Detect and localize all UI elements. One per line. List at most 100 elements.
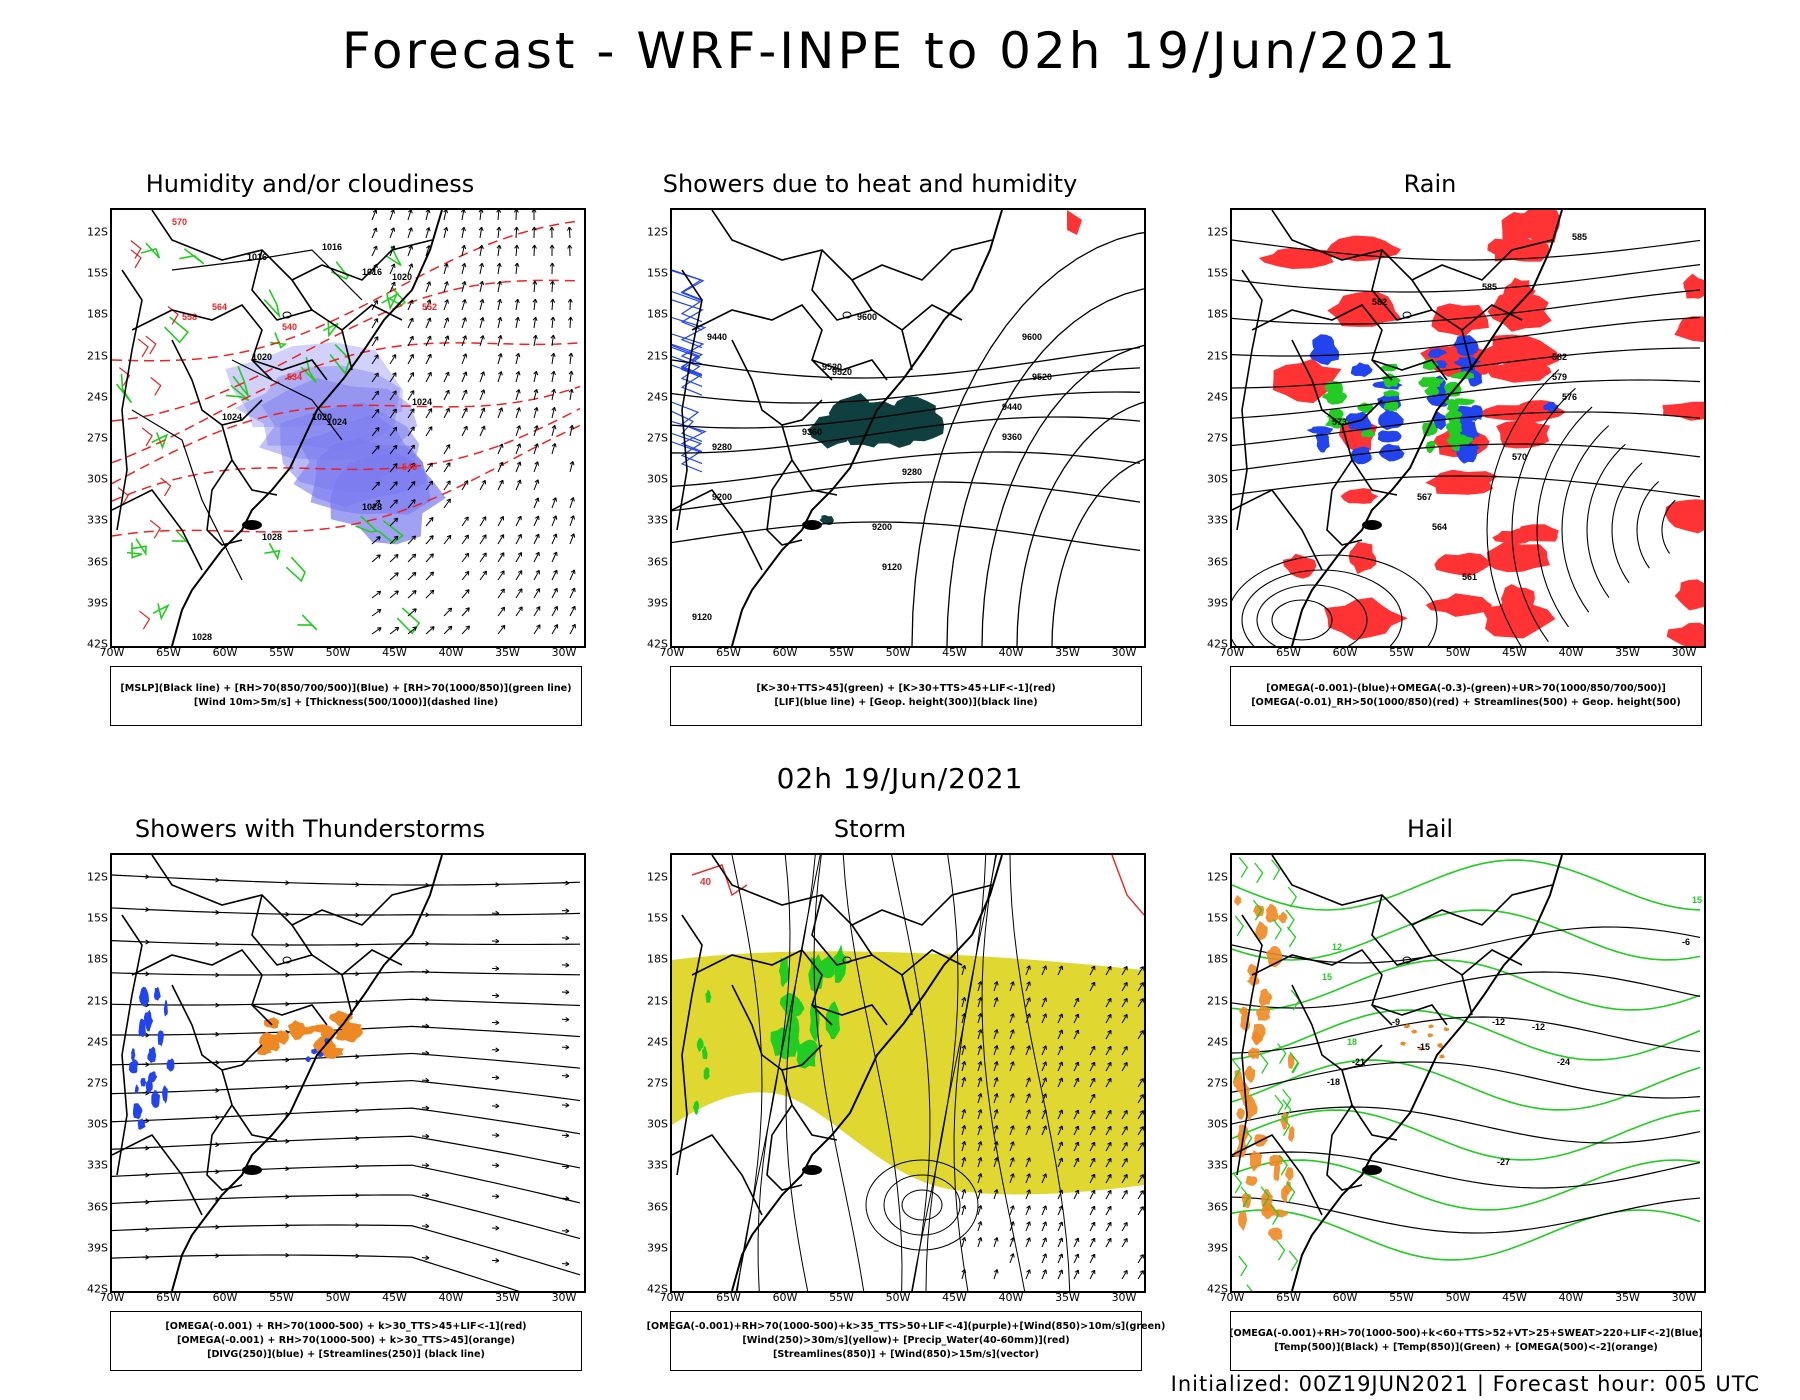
- lat-tick-label: 18S: [1207, 307, 1228, 321]
- temp-500-contour: [1232, 971, 1701, 1009]
- wind-vector: [443, 389, 450, 401]
- streamline-arrow: [425, 1223, 430, 1229]
- contour-label: 1024: [412, 397, 432, 407]
- wind-vector: [464, 552, 470, 558]
- lat-tick-label: 24S: [87, 390, 108, 404]
- wind-vector: [371, 390, 379, 401]
- wind-vector: [479, 407, 485, 419]
- streamline-arrow: [565, 1073, 570, 1079]
- wind-vector: [376, 608, 382, 614]
- contour-label: 15: [1322, 972, 1332, 982]
- lat-tick-label: 24S: [1207, 390, 1228, 404]
- divergence-blue-area: [145, 1077, 153, 1093]
- wind-850-green-area: [705, 989, 712, 1003]
- temp-850-contour: [1289, 1052, 1299, 1073]
- state-border: [711, 855, 993, 926]
- streamline: [1232, 554, 1438, 646]
- wind-vector: [1009, 1045, 1014, 1056]
- rh-lowlevel-contour: [355, 515, 379, 533]
- wind-vector: [1025, 1189, 1031, 1200]
- wind-vector: [479, 281, 483, 293]
- lon-tick-label: 60W: [1332, 646, 1358, 659]
- wind-vector: [371, 554, 381, 563]
- lon-tick-label: 70W: [659, 1291, 685, 1304]
- omega-orange-area: [1251, 1031, 1262, 1044]
- wind-vector: [409, 317, 414, 323]
- wind-vector: [498, 371, 503, 376]
- wind-vector: [1090, 1109, 1096, 1115]
- streamline-arrow: [565, 1016, 570, 1022]
- streamline-arrow: [215, 1169, 220, 1175]
- wind-vector: [515, 515, 522, 527]
- wind-vector: [1010, 1125, 1015, 1130]
- wind-vector: [497, 245, 500, 257]
- wind-vector: [1042, 1109, 1047, 1114]
- wind-vector: [446, 498, 451, 504]
- wind-vector: [407, 210, 412, 221]
- wind-vector: [407, 571, 417, 581]
- wind-vector: [993, 1029, 998, 1040]
- wind-vector: [1041, 1077, 1047, 1088]
- wind-vector: [515, 588, 523, 599]
- wind-vector: [1137, 1078, 1144, 1088]
- wind-vector: [551, 425, 556, 437]
- state-border: [811, 894, 913, 1016]
- lake: [242, 520, 262, 530]
- wind-vector: [977, 1077, 983, 1082]
- omega-orange-area: [1427, 1033, 1434, 1038]
- wind-vector: [1041, 965, 1047, 976]
- wind-vector: [425, 589, 435, 599]
- wind-vector: [551, 388, 557, 394]
- lake: [842, 956, 852, 964]
- lon-tick-label: 45W: [382, 1291, 407, 1304]
- wind-vector: [1009, 1173, 1014, 1184]
- thickness-contour: [137, 338, 149, 358]
- wind-vector: [461, 371, 467, 383]
- lat-tick-label: 36S: [1207, 555, 1228, 569]
- wind-vector: [499, 479, 504, 485]
- initialization-footer: Initialized: 00Z19JUN2021 | Forecast hou…: [1170, 1372, 1760, 1396]
- wind-vector: [392, 408, 397, 414]
- wind-vector: [446, 462, 451, 467]
- wind-vector: [515, 245, 518, 257]
- wind-vector: [1073, 1013, 1079, 1024]
- wind-vector: [407, 499, 416, 509]
- wind-vector: [961, 1205, 966, 1216]
- wind-vector: [515, 371, 521, 376]
- wind-vector: [1090, 1173, 1096, 1179]
- wind-vector: [1073, 1157, 1079, 1168]
- state-border: [221, 424, 278, 496]
- lat-tick-label: 18S: [87, 307, 108, 321]
- wind-vector: [461, 516, 469, 527]
- wind-vector: [461, 480, 469, 491]
- wind-vector: [461, 245, 465, 257]
- wind-vector: [551, 298, 554, 311]
- wind-vector: [479, 227, 483, 239]
- streamline-arrow: [355, 1081, 360, 1087]
- legend-line: [OMEGA(-0.001)+RH>70(1000-500)+k<60+TTS>…: [1229, 1328, 1703, 1339]
- wind-vector: [532, 280, 538, 285]
- omega-orange-area: [1244, 1066, 1256, 1084]
- wind-vector: [567, 244, 573, 249]
- streamline-arrow: [495, 1020, 500, 1026]
- geopotential-contour: [672, 391, 1141, 429]
- streamline: [112, 874, 581, 886]
- wind-vector: [389, 463, 398, 473]
- rh-lowlevel-contour: [130, 538, 147, 557]
- thunderstorm-orange-area: [329, 1010, 353, 1026]
- rain-red-area: [1324, 597, 1408, 641]
- wind-vector: [479, 335, 484, 347]
- wind-vector: [993, 1045, 998, 1056]
- wind-vector: [1041, 1061, 1047, 1072]
- wind-vector: [1121, 1238, 1128, 1248]
- wind-vector: [425, 571, 434, 581]
- rain-red-area: [1487, 291, 1552, 332]
- state-border: [1291, 984, 1383, 1071]
- wind-vector: [478, 210, 484, 213]
- wind-vector: [496, 280, 502, 286]
- wind-vector: [569, 497, 574, 509]
- wind-vector: [1073, 1125, 1079, 1136]
- wind-vector: [1089, 1205, 1096, 1216]
- wind-vector: [372, 210, 378, 214]
- wind-vector: [515, 226, 518, 239]
